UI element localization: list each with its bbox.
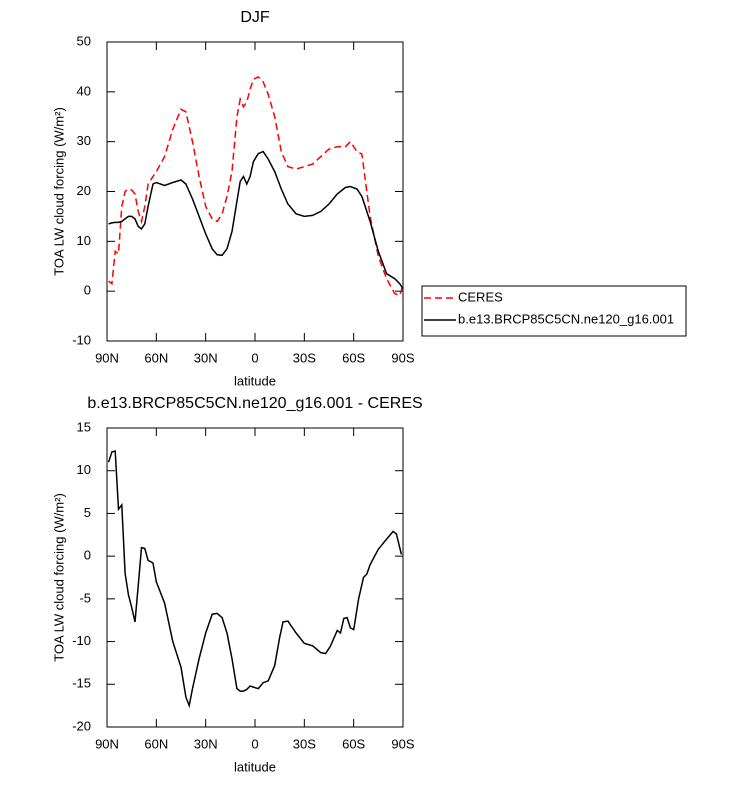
- y-tick-label: 0: [84, 548, 91, 563]
- legend-label: CERES: [458, 289, 503, 304]
- y-axis-label: TOA LW cloud forcing (W/m²): [51, 107, 66, 276]
- x-tick-label: 90S: [391, 736, 414, 751]
- y-tick-label: 0: [84, 283, 91, 298]
- y-tick-label: 15: [77, 419, 91, 434]
- y-tick-label: -10: [72, 332, 91, 347]
- chart-title: b.e13.BRCP85C5CN.ne120_g16.001 - CERES: [87, 395, 422, 412]
- x-tick-label: 60S: [342, 350, 365, 365]
- y-tick-label: -15: [72, 676, 91, 691]
- x-tick-label: 60S: [342, 736, 365, 751]
- y-tick-label: 50: [77, 33, 91, 48]
- x-tick-label: 0: [251, 736, 258, 751]
- data-line: [108, 75, 404, 297]
- x-axis-label: latitude: [234, 759, 276, 774]
- y-axis-label: TOA LW cloud forcing (W/m²): [51, 493, 66, 662]
- x-tick-label: 60N: [144, 350, 168, 365]
- x-axis-label: latitude: [234, 373, 276, 388]
- y-tick-label: 40: [77, 83, 91, 98]
- plot-frame: [106, 427, 404, 728]
- legend-box: [421, 285, 687, 337]
- y-tick-label: 10: [77, 462, 91, 477]
- data-line: [107, 450, 403, 709]
- y-tick-label: -20: [72, 718, 91, 733]
- x-tick-label: 30S: [293, 736, 316, 751]
- x-tick-label: 90S: [391, 350, 414, 365]
- x-tick-label: 0: [251, 350, 258, 365]
- x-tick-label: 30N: [194, 350, 218, 365]
- x-tick-label: 30S: [293, 350, 316, 365]
- x-tick-label: 90N: [95, 736, 119, 751]
- x-tick-label: 30N: [194, 736, 218, 751]
- y-tick-label: -5: [79, 590, 91, 605]
- data-line: [108, 150, 404, 290]
- y-tick-label: -10: [72, 633, 91, 648]
- y-tick-label: 10: [77, 233, 91, 248]
- x-tick-label: 60N: [144, 736, 168, 751]
- y-tick-label: 5: [84, 505, 91, 520]
- x-tick-label: 90N: [95, 350, 119, 365]
- chart-title: DJF: [240, 9, 270, 26]
- legend-label: b.e13.BRCP85C5CN.ne120_g16.001: [458, 311, 674, 326]
- y-tick-label: 30: [77, 133, 91, 148]
- y-tick-label: 20: [77, 183, 91, 198]
